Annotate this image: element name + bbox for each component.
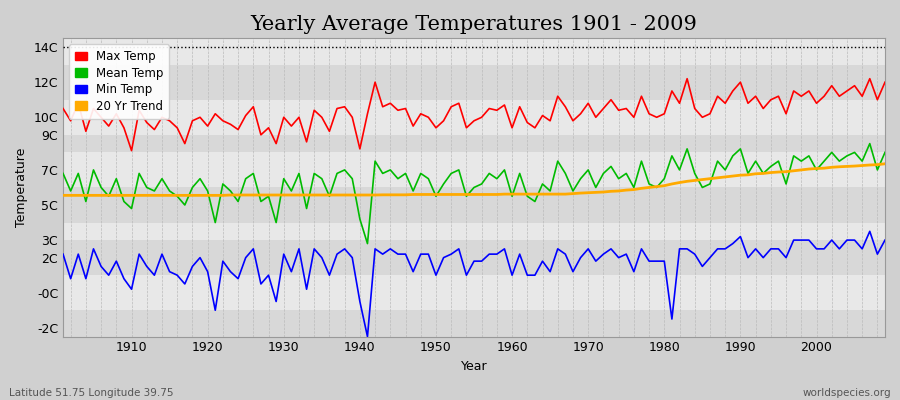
Y-axis label: Temperature: Temperature [15, 148, 28, 227]
Bar [63, 65, 885, 100]
Text: worldspecies.org: worldspecies.org [803, 388, 891, 398]
Legend: Max Temp, Mean Temp, Min Temp, 20 Yr Trend: Max Temp, Mean Temp, Min Temp, 20 Yr Tre… [69, 44, 169, 119]
Bar [63, 188, 885, 222]
Bar [63, 100, 885, 135]
Bar [63, 152, 885, 188]
Bar [63, 135, 885, 152]
Bar [63, 240, 885, 275]
Bar [63, 38, 885, 65]
Bar [63, 275, 885, 310]
X-axis label: Year: Year [461, 360, 487, 373]
Text: Latitude 51.75 Longitude 39.75: Latitude 51.75 Longitude 39.75 [9, 388, 174, 398]
Title: Yearly Average Temperatures 1901 - 2009: Yearly Average Temperatures 1901 - 2009 [250, 15, 698, 34]
Bar [63, 222, 885, 240]
Bar [63, 310, 885, 336]
